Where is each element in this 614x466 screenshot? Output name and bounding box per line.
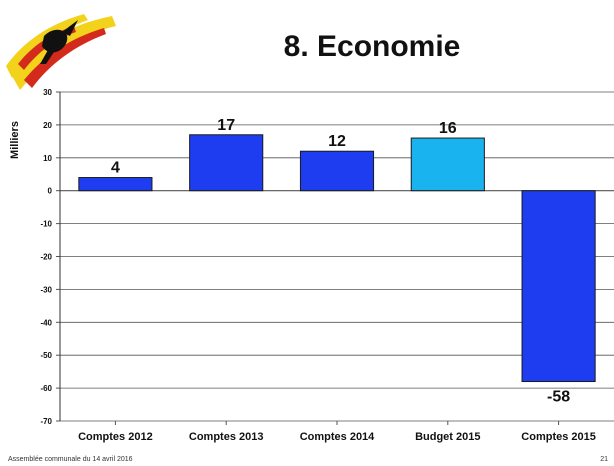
y-axis-ticks: 30 20 10 0 -10 -20 -30 -40 -50 -60 -70 <box>40 88 60 426</box>
logo-black-leg <box>40 50 54 64</box>
x-axis-labels: Comptes 2012 Comptes 2013 Comptes 2014 Budg… <box>78 421 596 443</box>
x-tick-label: Budget 2015 <box>415 431 480 443</box>
x-tick-label: Comptes 2012 <box>78 431 153 443</box>
data-labels: 4 17 12 16 -58 <box>111 117 570 406</box>
y-tick-label: -60 <box>40 384 52 393</box>
y-tick-label: -20 <box>40 253 52 262</box>
data-label: 12 <box>328 133 346 150</box>
data-label: 4 <box>111 160 120 177</box>
bars <box>78 134 596 383</box>
logo-red-stroke <box>24 28 106 88</box>
y-tick-label: -30 <box>40 285 52 294</box>
logo-black-figure <box>42 29 68 53</box>
y-tick-label: -10 <box>40 220 52 229</box>
y-tick-label: 0 <box>48 187 53 196</box>
x-tick-label: Comptes 2013 <box>189 431 264 443</box>
commune-logo <box>6 14 116 90</box>
page-number: 21 <box>600 456 608 463</box>
y-tick-label: -70 <box>40 417 52 426</box>
x-tick-label: Comptes 2015 <box>521 431 596 443</box>
y-tick-label: 10 <box>43 154 52 163</box>
data-label: 17 <box>217 117 235 134</box>
data-label: 16 <box>439 120 457 137</box>
slide-title: 8. Economie <box>283 30 461 63</box>
x-tick-label: Comptes 2014 <box>300 431 375 443</box>
data-label: -58 <box>547 389 570 406</box>
footer-text: Assemblée communale du 14 avril 2016 <box>8 456 133 463</box>
y-tick-label: 30 <box>43 88 52 97</box>
bar <box>410 137 485 192</box>
y-tick-label: -40 <box>40 318 52 327</box>
bar <box>78 177 153 192</box>
bar <box>189 134 264 192</box>
logo-black-horn <box>62 20 78 36</box>
bar <box>521 190 596 383</box>
y-axis-label: Milliers <box>9 121 21 159</box>
y-tick-label: -50 <box>40 351 52 360</box>
logo-yellow-stroke-2 <box>6 14 88 78</box>
bar <box>299 150 375 192</box>
y-tick-label: 20 <box>43 121 52 130</box>
